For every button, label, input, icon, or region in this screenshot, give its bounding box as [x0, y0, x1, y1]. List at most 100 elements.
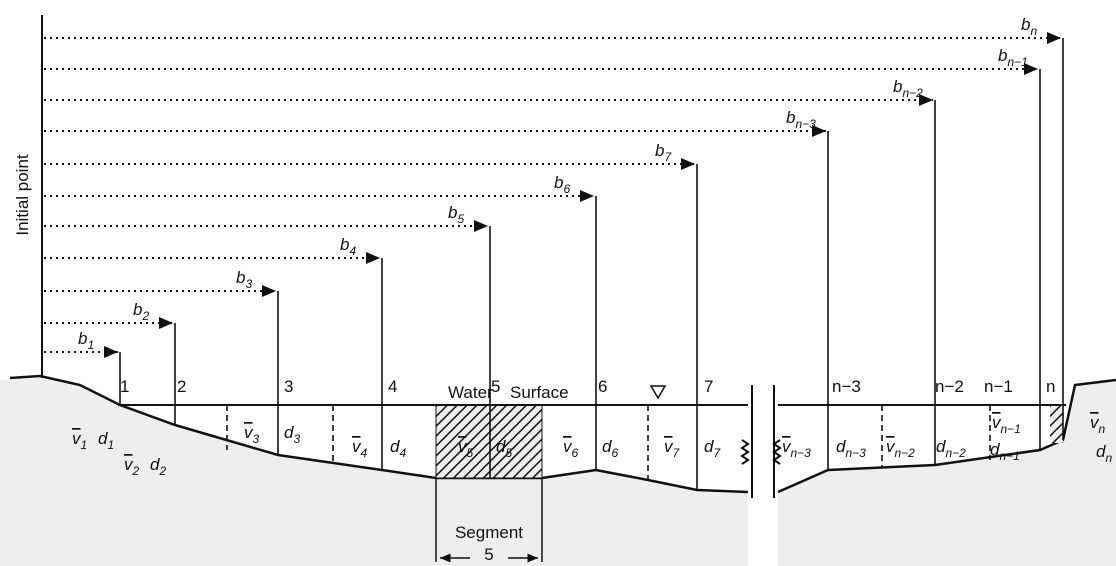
distance-label: b5 — [448, 203, 464, 226]
distance-label-sub: n — [1030, 24, 1037, 38]
velocity-label-base: v — [458, 437, 468, 456]
vertical-number: 6 — [598, 377, 607, 396]
distance-label-sub: n−3 — [795, 117, 816, 131]
depth-label-base: d — [936, 437, 946, 456]
distance-label: b3 — [236, 268, 252, 291]
depth-label-sub: 1 — [107, 438, 114, 452]
velocity-label: v3 — [244, 423, 260, 446]
velocity-label-base: v — [244, 423, 254, 442]
vertical-number: 2 — [177, 377, 186, 396]
depth-label: d1 — [98, 429, 114, 452]
velocity-label: v1 — [72, 429, 87, 452]
distance-label-base: b — [236, 268, 245, 287]
velocity-label: v4 — [352, 437, 368, 460]
segment-5-hatch — [435, 404, 543, 479]
distance-label: bn−1 — [998, 46, 1028, 69]
velocity-label-sub: n−3 — [791, 446, 812, 460]
velocity-label-base: v — [782, 437, 792, 456]
depth-label-sub: 2 — [158, 464, 166, 478]
depth-label-base: d — [1096, 442, 1106, 461]
depth-label-base: d — [284, 423, 294, 442]
depth-label-sub: n — [1105, 451, 1112, 465]
depth-label-base: d — [704, 437, 714, 456]
velocity-label-sub: n−1 — [1001, 422, 1021, 436]
distance-label: b7 — [655, 141, 672, 164]
distance-label-sub: 3 — [245, 277, 252, 291]
depth-label-base: d — [390, 437, 400, 456]
velocity-label-sub: n — [1099, 422, 1106, 436]
velocity-label-base: v — [72, 429, 82, 448]
vertical-number: n−1 — [984, 377, 1013, 396]
velocity-label: v6 — [563, 437, 579, 460]
ground-right — [778, 382, 1116, 566]
distance-label: b4 — [340, 235, 356, 258]
distance-label-base: b — [448, 203, 457, 222]
distance-label-base: b — [655, 141, 664, 160]
velocity-label: vn−1 — [992, 413, 1021, 436]
depth-label: d7 — [704, 437, 721, 460]
depth-label-sub: 3 — [293, 432, 300, 446]
distance-label-sub: 7 — [664, 150, 672, 164]
distance-label-sub: 2 — [141, 309, 149, 323]
depth-label-base: d — [496, 437, 506, 456]
depth-label-sub: 5 — [505, 446, 512, 460]
distance-label-sub: 5 — [457, 212, 464, 226]
velocity-label-base: v — [563, 437, 573, 456]
depth-label: dn−3 — [836, 437, 866, 460]
depth-label: d6 — [602, 437, 618, 460]
water-level-symbol — [649, 385, 667, 400]
depth-label-base: d — [602, 437, 612, 456]
distance-label-base: b — [893, 77, 902, 96]
velocity-label-base: v — [1090, 413, 1100, 432]
vertical-number: n−3 — [832, 377, 861, 396]
velocity-label: vn−2 — [886, 437, 915, 460]
depth-label-base: d — [98, 429, 108, 448]
velocity-label-sub: 6 — [572, 446, 579, 460]
velocity-label: v7 — [664, 437, 681, 460]
depth-label-sub: n−1 — [999, 449, 1019, 463]
distance-label-sub: 6 — [563, 182, 570, 196]
distance-label: b2 — [133, 300, 149, 323]
depth-label-sub: n−3 — [845, 446, 866, 460]
velocity-label-sub: 5 — [467, 446, 474, 460]
velocity-label: v5 — [458, 437, 474, 460]
depth-label-base: d — [150, 455, 160, 474]
velocity-label: v2 — [124, 455, 140, 478]
distance-label-sub: 1 — [87, 338, 94, 352]
distance-label-base: b — [340, 235, 349, 254]
depth-label: d5 — [496, 437, 512, 460]
distance-label-base: b — [78, 329, 87, 348]
distance-label-base: b — [133, 300, 142, 319]
depth-label: dn−2 — [936, 437, 966, 460]
velocity-label: vn−3 — [782, 437, 811, 460]
segment-number: 5 — [484, 545, 493, 564]
vertical-number: 4 — [388, 377, 397, 396]
velocity-label-sub: 2 — [132, 464, 140, 478]
velocity-label-sub: 3 — [253, 432, 260, 446]
vertical-number: n−2 — [935, 377, 964, 396]
distance-label: b6 — [554, 173, 570, 196]
vertical-number: 7 — [704, 377, 713, 396]
distance-label: bn−3 — [786, 108, 816, 131]
velocity-label-base: v — [352, 437, 362, 456]
vertical-number: 5 — [491, 377, 500, 396]
depth-label-sub: 4 — [399, 446, 406, 460]
distance-label-base: b — [786, 108, 795, 127]
distance-label-sub: 4 — [349, 244, 356, 258]
segment-label: Segment — [455, 523, 523, 542]
distance-label-base: b — [998, 46, 1007, 65]
segment-n-hatch — [1050, 405, 1063, 443]
velocity-label-sub: 1 — [81, 438, 88, 452]
distance-label-sub: n−1 — [1007, 55, 1027, 69]
velocity-label-base: v — [886, 437, 896, 456]
depth-label: dn−1 — [990, 440, 1020, 463]
water-label: Water — [448, 383, 493, 402]
vertical-number: 3 — [284, 377, 293, 396]
depth-label: d3 — [284, 423, 300, 446]
velocity-label-base: v — [664, 437, 674, 456]
velocity-label-base: v — [992, 413, 1002, 432]
ground — [0, 378, 748, 566]
depth-label-sub: 6 — [611, 446, 618, 460]
velocity-label-sub: 7 — [673, 446, 681, 460]
